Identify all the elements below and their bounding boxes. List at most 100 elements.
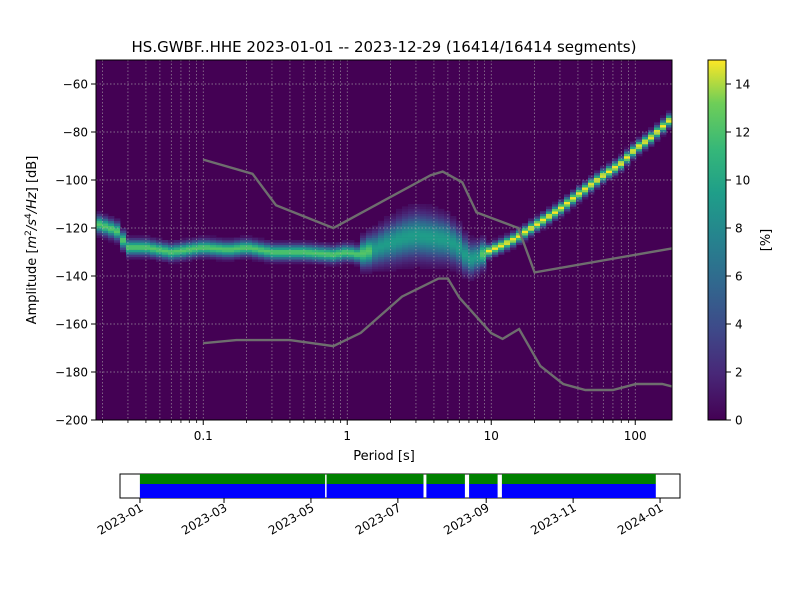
heatmap-cell (108, 230, 115, 234)
heatmap-cell (558, 206, 565, 210)
heatmap-cell (120, 230, 127, 234)
heatmap-cell (660, 120, 667, 123)
heatmap-cell (444, 249, 451, 253)
heatmap-cell (126, 254, 133, 258)
heatmap-cell (456, 256, 463, 260)
heatmap-cell (342, 261, 349, 265)
heatmap-cell (228, 254, 235, 258)
heatmap-cell (420, 206, 427, 210)
heatmap-cell (660, 124, 667, 128)
heatmap-cell (294, 252, 301, 255)
heatmap-cell (396, 218, 403, 222)
heatmap-cell (492, 240, 499, 243)
colorbar-tick-label: 2 (735, 366, 743, 380)
heatmap-cell (474, 254, 481, 258)
heatmap-cell (462, 242, 469, 246)
heatmap-cell (420, 228, 427, 231)
heatmap-cell (642, 141, 649, 145)
heatmap-cell (192, 256, 199, 260)
heatmap-cell (294, 254, 301, 258)
heatmap-cell (342, 249, 349, 253)
heatmap-cell (606, 172, 613, 176)
heatmap-cell (426, 244, 433, 248)
psd-coverage-bar (501, 484, 656, 498)
heatmap-cell (174, 242, 181, 246)
heatmap-cell (372, 264, 379, 267)
heatmap-cell (426, 230, 433, 234)
heatmap-cell (150, 237, 157, 241)
heatmap-cell (450, 218, 457, 222)
heatmap-cell (474, 264, 481, 267)
heatmap-cell (480, 254, 487, 258)
heatmap-cell (360, 264, 367, 267)
heatmap-cell (510, 235, 517, 238)
heatmap-cell (408, 216, 415, 219)
heatmap-cell (240, 244, 247, 248)
heatmap-cell (102, 232, 109, 236)
heatmap-cell (408, 259, 415, 262)
heatmap-cell (330, 254, 337, 258)
heatmap-cell (366, 259, 373, 262)
heatmap-cell (594, 184, 601, 188)
heatmap-cell (156, 237, 163, 241)
heatmap-cell (180, 242, 187, 246)
heatmap-cell (312, 261, 319, 265)
heatmap-cell (648, 127, 655, 130)
heatmap-cell (390, 244, 397, 248)
x-tick-label: 10 (484, 429, 499, 443)
heatmap-cell (624, 148, 631, 152)
heatmap-cell (402, 208, 409, 212)
heatmap-cell (120, 228, 127, 231)
heatmap-cell (396, 235, 403, 238)
heatmap-cell (96, 213, 103, 217)
heatmap-cell (366, 232, 373, 236)
heatmap-cell (102, 223, 109, 226)
heatmap-cell (120, 242, 127, 246)
heatmap-cell (186, 256, 193, 260)
heatmap-cell (306, 261, 313, 265)
heatmap-cell (174, 249, 181, 253)
heatmap-cell (246, 254, 253, 258)
heatmap-cell (414, 225, 421, 229)
heatmap-cell (450, 244, 457, 248)
heatmap-cell (402, 232, 409, 236)
heatmap-cell (306, 249, 313, 253)
heatmap-cell (468, 247, 475, 250)
heatmap-cell (402, 242, 409, 246)
heatmap-cell (420, 216, 427, 219)
heatmap-cell (468, 261, 475, 265)
heatmap-cell (252, 249, 259, 253)
heatmap-cell (522, 232, 529, 236)
heatmap-cell (282, 252, 289, 255)
x-tick-label: 100 (624, 429, 647, 443)
heatmap-cell (402, 252, 409, 255)
heatmap-cell (366, 252, 373, 255)
heatmap-cell (396, 225, 403, 229)
heatmap-cell (264, 247, 271, 250)
heatmap-cell (636, 139, 643, 142)
heatmap-cell (486, 240, 493, 243)
heatmap-cell (342, 256, 349, 260)
heatmap-cell (468, 252, 475, 255)
heatmap-cell (510, 230, 517, 234)
colorbar-label: [%] (759, 229, 774, 252)
heatmap-cell (480, 264, 487, 267)
heatmap-cell (444, 232, 451, 236)
heatmap-cell (360, 232, 367, 236)
heatmap-cell (666, 115, 673, 118)
heatmap-cell (666, 117, 673, 121)
heatmap-cell (354, 242, 361, 246)
heatmap-cell (612, 172, 619, 176)
heatmap-cell (450, 216, 457, 219)
heatmap-cell (486, 254, 493, 258)
heatmap-cell (450, 232, 457, 236)
heatmap-cell (252, 237, 259, 241)
heatmap-cell (384, 230, 391, 234)
heatmap-cell (510, 240, 517, 243)
heatmap-cell (258, 259, 265, 262)
heatmap-cell (252, 242, 259, 246)
heatmap-cell (624, 151, 631, 154)
heatmap-cell (144, 249, 151, 253)
heatmap-cell (300, 240, 307, 243)
heatmap-cell (420, 220, 427, 224)
